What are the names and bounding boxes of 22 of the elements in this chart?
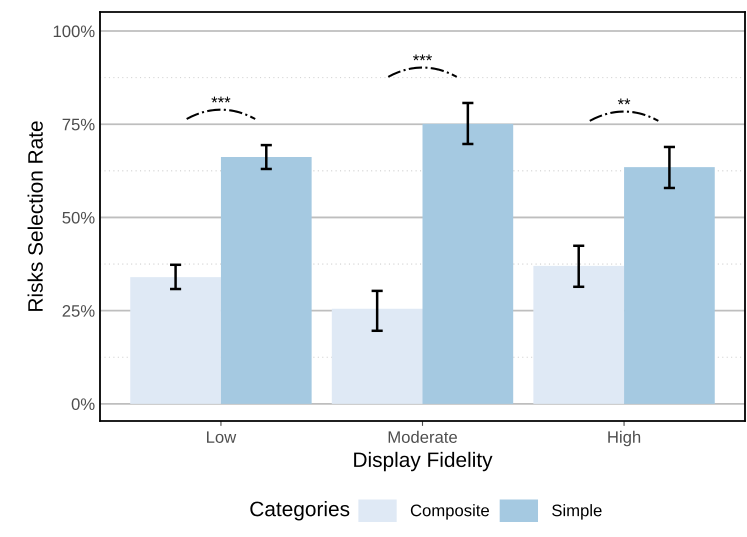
legend-title: Categories [250,501,350,520]
bar [624,167,715,404]
bar [422,124,514,404]
x-tick-label: Moderate [388,430,457,443]
legend-label: Composite [410,504,489,520]
annotation: ** [618,98,630,104]
bar [130,277,221,404]
y-tick-label: 100% [54,25,95,38]
legend-label: Simple [552,504,602,520]
y-tick-label: 0% [72,398,95,410]
y-tick-label: 50% [62,212,95,224]
y-tick-label: 75% [62,118,95,130]
annotation: *** [413,54,432,60]
bar [533,266,624,404]
bar [220,157,312,404]
x-tick-label: High [608,430,640,446]
y-tick-label: 25% [62,305,95,317]
annotation: *** [211,96,230,102]
y-axis-title: Risks Selection Rate [28,121,43,311]
x-tick-label: Low [207,431,236,443]
bar [332,308,422,404]
x-axis-title: Display Fidelity [354,452,493,472]
